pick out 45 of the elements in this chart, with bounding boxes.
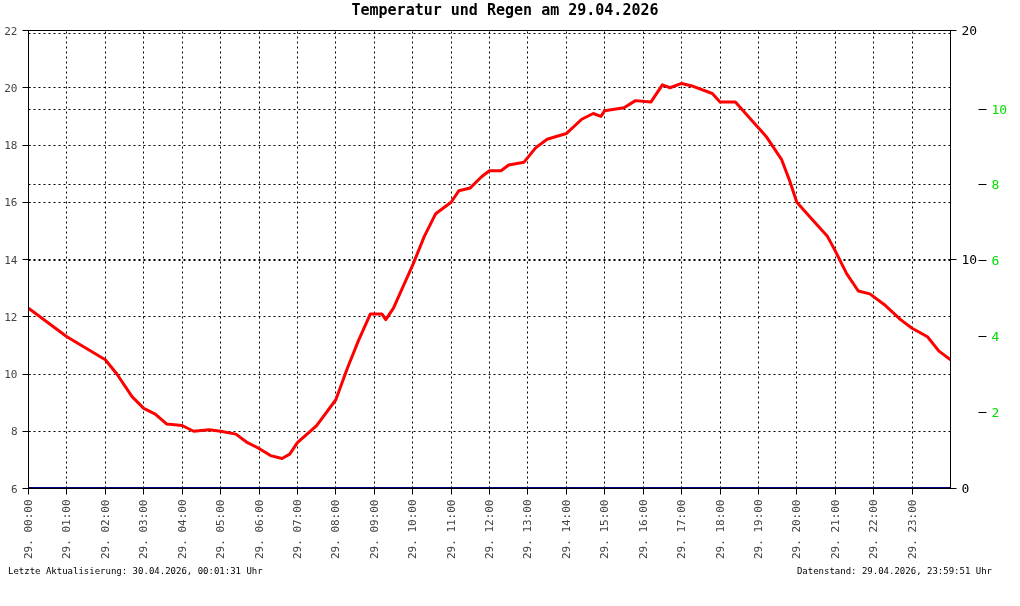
x-tick-label: 29. 23:00	[905, 499, 919, 560]
x-tick-label: 29. 04:00	[175, 499, 189, 560]
y3-tick-label: 10	[991, 101, 1008, 117]
line-series	[28, 81, 951, 460]
y3-tick-label: 6	[991, 253, 1000, 269]
y-tick-label: 14	[4, 253, 18, 267]
x-tick-label: 29. 14:00	[559, 499, 573, 560]
y-tick-label: 8	[10, 425, 18, 439]
y-tick-label: 12	[4, 310, 18, 324]
x-tick-label: 29. 13:00	[521, 499, 535, 560]
x-tick-label: 29. 12:00	[483, 499, 496, 560]
x-tick-label: 29. 00:00	[22, 499, 35, 560]
x-tick-label: 29. 20:00	[790, 499, 804, 560]
x-tick-label: 29. 10:00	[406, 499, 420, 560]
x-tick-label: 29. 07:00	[290, 499, 304, 560]
x-tick-label: 29. 06:00	[252, 499, 266, 560]
x-tick-label: 29. 17:00	[675, 499, 689, 560]
y3-tick-label: 8	[991, 177, 1000, 193]
x-tick-label: 29. 05:00	[214, 499, 228, 560]
y-tick-label: 22	[4, 24, 18, 38]
x-tick-label: 29. 16:00	[636, 499, 650, 560]
chart-title: Temperatur und Regen am 29.04.2026	[351, 1, 659, 19]
x-tick-label: 29. 21:00	[828, 499, 842, 560]
x-tick-label: 29. 18:00	[713, 499, 727, 560]
x-tick-label: 29. 08:00	[329, 499, 343, 560]
y-tick-label: 6	[10, 482, 18, 496]
y-tick-label: 20	[4, 81, 18, 95]
y3-tick-label: 4	[991, 329, 1000, 345]
x-tick-label: 29. 03:00	[137, 499, 151, 560]
y-tick-label: 18	[4, 139, 18, 152]
x-tick-label: 29. 19:00	[751, 499, 765, 560]
x-tick-label: 29. 22:00	[867, 499, 881, 560]
y2-tick-label: 0	[961, 481, 970, 496]
y3-tick-label: 2	[991, 405, 1000, 421]
text: Datenstand: 29.04.2026, 23:59:51 Uhr	[795, 565, 992, 578]
text: Letzte Aktualisierung: 30.04.2026, 00:01:31 Uhr	[8, 565, 264, 578]
x-tick-label: 29. 02:00	[98, 499, 112, 560]
x-tick-label: 29. 15:00	[598, 499, 612, 560]
y2-tick-label: 10	[961, 252, 978, 267]
x-tick-label: 29. 09:00	[367, 499, 381, 560]
y-tick-label: 10	[4, 368, 18, 381]
y-tick-label: 16	[4, 196, 18, 210]
y2-tick-label: 20	[961, 23, 978, 38]
x-tick-label: 29. 01:00	[60, 499, 74, 560]
x-tick-label: 29. 11:00	[444, 499, 458, 560]
